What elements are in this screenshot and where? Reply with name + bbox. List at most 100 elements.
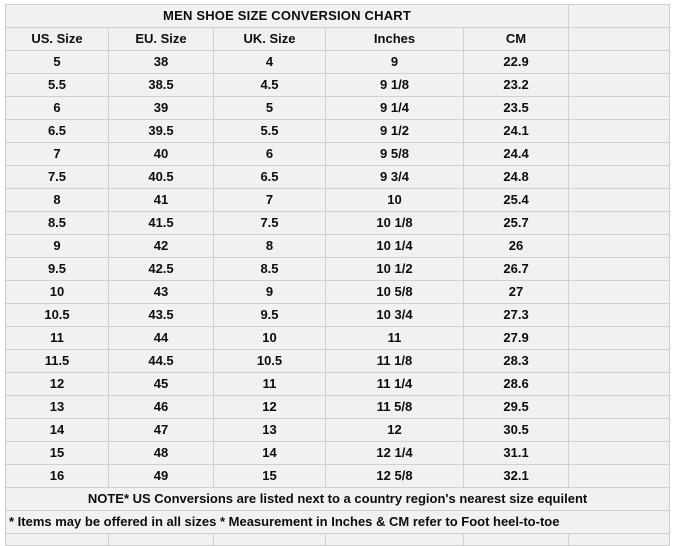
cell-eu-size[interactable]: 43	[108, 280, 214, 304]
cell-inches[interactable]: 11	[325, 326, 464, 350]
cell-uk-size[interactable]: 10.5	[213, 349, 326, 373]
cell-cm[interactable]: 27	[462, 280, 570, 304]
cell-us-size[interactable]: 9.5	[5, 257, 109, 281]
cell-cm[interactable]: 24.8	[462, 165, 570, 189]
cell-cm[interactable]: 28.6	[462, 372, 570, 396]
cell-inches[interactable]: 12 1/4	[325, 441, 464, 465]
cell-eu-size[interactable]: 45	[108, 372, 214, 396]
cell-cm[interactable]: 26	[462, 234, 570, 258]
cell-us-size[interactable]: 11	[5, 326, 109, 350]
cell-us-size[interactable]: 7	[5, 142, 109, 166]
cell-eu-size[interactable]: 40	[108, 142, 214, 166]
cell-cm[interactable]: 22.9	[462, 50, 570, 74]
cell-inches[interactable]: 10 5/8	[325, 280, 464, 304]
cell-eu-size[interactable]: 43.5	[108, 303, 214, 327]
cell-eu-size[interactable]: 44.5	[108, 349, 214, 373]
cell-uk-size[interactable]: 6	[213, 142, 326, 166]
cell-cm[interactable]: 29.5	[462, 395, 570, 419]
cell-cm[interactable]: 25.7	[462, 211, 570, 235]
cell-inches[interactable]: 10	[325, 188, 464, 212]
cell-eu-size[interactable]: 41.5	[108, 211, 214, 235]
cell-inches[interactable]: 10 1/8	[325, 211, 464, 235]
cell-inches[interactable]: 11 5/8	[325, 395, 464, 419]
cell-us-size[interactable]: 5	[5, 50, 109, 74]
cell-cm[interactable]: 31.1	[462, 441, 570, 465]
cell-uk-size[interactable]: 13	[213, 418, 326, 442]
cell-eu-size[interactable]: 46	[108, 395, 214, 419]
cell-us-size[interactable]: 13	[5, 395, 109, 419]
cell-us-size[interactable]: 8.5	[5, 211, 109, 235]
cell-eu-size[interactable]: 42	[108, 234, 214, 258]
cell-cm[interactable]: 27.3	[462, 303, 570, 327]
cell-empty[interactable]	[5, 533, 109, 546]
cell-eu-size[interactable]: 38	[108, 50, 214, 74]
cell-eu-size[interactable]: 49	[108, 464, 214, 488]
cell-inches[interactable]: 10 1/4	[325, 234, 464, 258]
cell-cm[interactable]: 27.9	[462, 326, 570, 350]
cell-eu-size[interactable]: 38.5	[108, 73, 214, 97]
cell-uk-size[interactable]: 15	[213, 464, 326, 488]
cell-eu-size[interactable]: 40.5	[108, 165, 214, 189]
column-header-eu-size[interactable]: EU. Size	[108, 27, 214, 51]
cell-uk-size[interactable]: 11	[213, 372, 326, 396]
cell-inches[interactable]: 9	[325, 50, 464, 74]
cell-inches[interactable]: 11 1/8	[325, 349, 464, 373]
cell-uk-size[interactable]: 8	[213, 234, 326, 258]
cell-us-size[interactable]: 5.5	[5, 73, 109, 97]
cell-uk-size[interactable]: 5.5	[213, 119, 326, 143]
cell-empty[interactable]	[213, 533, 326, 546]
cell-cm[interactable]: 23.5	[462, 96, 570, 120]
cell-us-size[interactable]: 7.5	[5, 165, 109, 189]
cell-cm[interactable]: 26.7	[462, 257, 570, 281]
cell-uk-size[interactable]: 4	[213, 50, 326, 74]
cell-uk-size[interactable]: 6.5	[213, 165, 326, 189]
cell-cm[interactable]: 24.1	[462, 119, 570, 143]
cell-inches[interactable]: 11 1/4	[325, 372, 464, 396]
cell-uk-size[interactable]: 8.5	[213, 257, 326, 281]
cell-eu-size[interactable]: 48	[108, 441, 214, 465]
cell-cm[interactable]: 30.5	[462, 418, 570, 442]
cell-us-size[interactable]: 10	[5, 280, 109, 304]
cell-us-size[interactable]: 12	[5, 372, 109, 396]
cell-cm[interactable]: 23.2	[462, 73, 570, 97]
cell-empty[interactable]	[568, 533, 671, 546]
cell-uk-size[interactable]: 5	[213, 96, 326, 120]
cell-us-size[interactable]: 14	[5, 418, 109, 442]
cell-cm[interactable]: 28.3	[462, 349, 570, 373]
cell-uk-size[interactable]: 12	[213, 395, 326, 419]
column-header-inches[interactable]: Inches	[325, 27, 464, 51]
cell-inches[interactable]: 12	[325, 418, 464, 442]
cell-uk-size[interactable]: 4.5	[213, 73, 326, 97]
cell-inches[interactable]: 12 5/8	[325, 464, 464, 488]
cell-empty[interactable]	[325, 533, 464, 546]
cell-eu-size[interactable]: 44	[108, 326, 214, 350]
cell-eu-size[interactable]: 39	[108, 96, 214, 120]
cell-eu-size[interactable]: 42.5	[108, 257, 214, 281]
cell-us-size[interactable]: 11.5	[5, 349, 109, 373]
cell-inches[interactable]: 9 1/2	[325, 119, 464, 143]
cell-us-size[interactable]: 6	[5, 96, 109, 120]
cell-eu-size[interactable]: 47	[108, 418, 214, 442]
column-header-us-size[interactable]: US. Size	[5, 27, 109, 51]
cell-uk-size[interactable]: 9.5	[213, 303, 326, 327]
cell-uk-size[interactable]: 7.5	[213, 211, 326, 235]
cell-uk-size[interactable]: 9	[213, 280, 326, 304]
cell-empty[interactable]	[462, 533, 570, 546]
cell-eu-size[interactable]: 41	[108, 188, 214, 212]
cell-inches[interactable]: 10 1/2	[325, 257, 464, 281]
cell-us-size[interactable]: 8	[5, 188, 109, 212]
cell-us-size[interactable]: 16	[5, 464, 109, 488]
cell-inches[interactable]: 10 3/4	[325, 303, 464, 327]
cell-inches[interactable]: 9 3/4	[325, 165, 464, 189]
cell-cm[interactable]: 24.4	[462, 142, 570, 166]
cell-us-size[interactable]: 10.5	[5, 303, 109, 327]
cell-us-size[interactable]: 15	[5, 441, 109, 465]
column-header-cm[interactable]: CM	[462, 27, 570, 51]
cell-inches[interactable]: 9 5/8	[325, 142, 464, 166]
cell-cm[interactable]: 32.1	[462, 464, 570, 488]
column-header-uk-size[interactable]: UK. Size	[213, 27, 326, 51]
cell-inches[interactable]: 9 1/8	[325, 73, 464, 97]
cell-cm[interactable]: 25.4	[462, 188, 570, 212]
cell-us-size[interactable]: 9	[5, 234, 109, 258]
cell-eu-size[interactable]: 39.5	[108, 119, 214, 143]
